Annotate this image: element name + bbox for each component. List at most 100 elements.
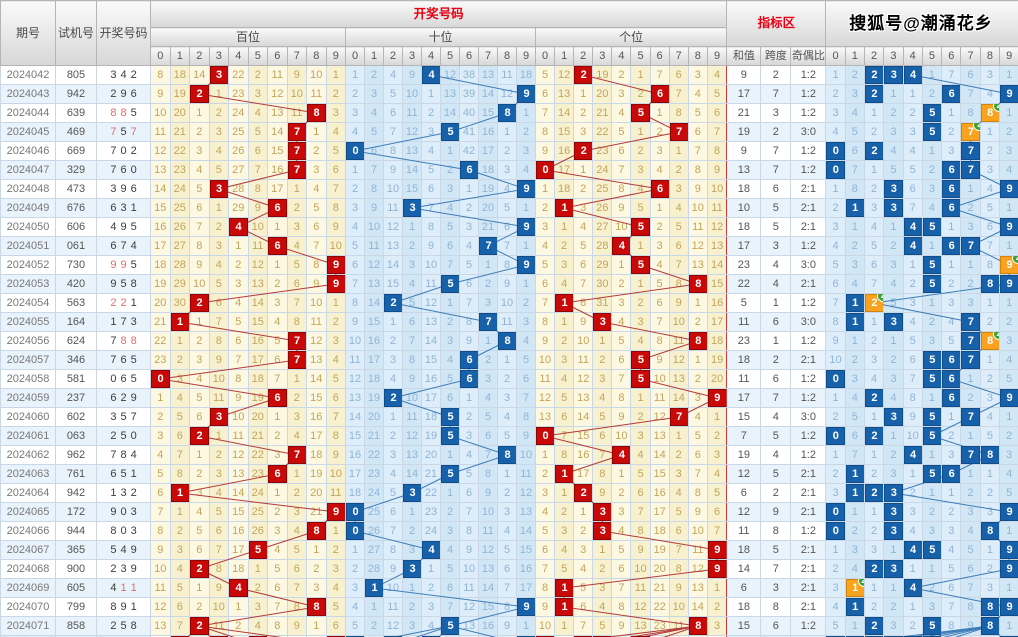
grid-cell: 7: [979, 236, 1001, 256]
grid-cell: 7: [169, 445, 190, 465]
digit-header: 3: [592, 46, 613, 66]
draw-ball: 0: [151, 370, 170, 388]
miss-count: 3: [928, 524, 936, 537]
dup-count-badge: 2: [1012, 256, 1018, 264]
grid-cell: 5: [630, 198, 651, 218]
grid-cell: 1: [630, 122, 651, 142]
grid-cell: 2: [364, 616, 384, 636]
miss-count: 4: [196, 372, 203, 385]
miss-count: 2: [503, 372, 511, 385]
miss-count: 3: [370, 87, 378, 100]
grid-cell: 7: [554, 426, 575, 446]
miss-count: 4: [446, 353, 454, 366]
miss-count: 7: [427, 201, 435, 214]
grid-cell: 2: [440, 312, 460, 332]
grid-cell: 5: [921, 103, 943, 123]
grid-cell: 5: [921, 426, 943, 446]
grid-cell: 8: [497, 103, 517, 123]
miss-count: 1: [351, 68, 359, 81]
miss-count: 10: [367, 220, 381, 233]
grid-cell: 9: [516, 179, 536, 199]
miss-count: 13: [348, 391, 362, 404]
miss-count: 18: [232, 562, 245, 575]
miss-count: 23: [596, 144, 609, 157]
miss-count: 17: [653, 505, 666, 518]
miss-count: 3: [871, 543, 878, 556]
miss-count: 1: [389, 410, 397, 423]
grid-cell: 16: [306, 407, 327, 427]
miss-count: 9: [389, 562, 397, 575]
digit-header: 9: [516, 46, 536, 66]
miss-count: 2: [986, 562, 993, 575]
miss-count: 3: [618, 87, 625, 100]
miss-count: 13: [519, 505, 533, 518]
miss-count: 1: [408, 220, 416, 233]
grid-cell: 2: [999, 426, 1018, 446]
grid-cell: 2: [189, 122, 210, 142]
odd-even-cell: 2:1: [790, 483, 827, 503]
grid-cell: 5: [497, 198, 517, 218]
grid-cell: 12: [573, 369, 594, 389]
miss-count: 4: [176, 562, 183, 575]
grid-cell: 1: [921, 141, 943, 161]
draw-ball: 9: [517, 180, 535, 198]
odd-even-cell: 2:1: [790, 559, 827, 579]
sum-cell: 19: [726, 445, 762, 465]
miss-count: 5: [235, 315, 242, 328]
miss-count: 5: [157, 467, 164, 480]
miss-count: 1: [967, 467, 974, 480]
miss-count: 2: [293, 486, 300, 499]
grid-cell: 3: [208, 464, 229, 484]
grid-cell: 14: [402, 464, 422, 484]
grid-cell: 16: [554, 141, 575, 161]
grid-cell: 23: [150, 350, 171, 370]
grid-cell: 18: [706, 331, 728, 351]
grid-cell: 9: [459, 540, 479, 560]
grid-cell: 3: [421, 122, 441, 142]
miss-count: 4: [427, 144, 435, 157]
grid-cell: 13: [687, 255, 708, 275]
grid-cell: 3: [825, 483, 846, 503]
miss-count: 21: [653, 581, 666, 594]
miss-count: 3: [928, 182, 936, 195]
span-cell: 7: [760, 559, 792, 579]
grid-cell: 9: [825, 331, 846, 351]
grid-cell: 16: [478, 122, 498, 142]
grid-cell: 7: [941, 65, 962, 85]
grid-cell: 1: [844, 502, 865, 522]
digit-header: 9: [706, 46, 728, 66]
header-title-numbers: 开奖号码: [149, 0, 728, 28]
miss-count: 13: [443, 87, 457, 100]
draw-ball: 5: [923, 218, 941, 236]
miss-count: 11: [653, 391, 666, 404]
miss-count: 22: [232, 68, 245, 81]
grid-cell: 2: [440, 160, 460, 180]
grid-cell: 7: [516, 388, 536, 408]
miss-count: 9: [408, 68, 416, 81]
miss-count: 10: [691, 524, 704, 537]
miss-count: 8: [484, 467, 492, 480]
grid-cell: 7: [286, 160, 307, 180]
grid-cell: 5: [150, 464, 171, 484]
grid-cell: 3: [592, 369, 613, 389]
digit-header: 7: [960, 46, 981, 66]
grid-cell: 6: [325, 616, 346, 636]
period-cell: 2024060: [0, 407, 56, 427]
miss-count: 6: [503, 220, 511, 233]
miss-count: 3: [235, 277, 242, 290]
grid-cell: 6: [516, 369, 536, 389]
miss-count: 13: [481, 562, 495, 575]
grid-cell: 15: [706, 274, 728, 294]
grid-cell: 7: [189, 217, 210, 237]
test-number-cell: 900: [55, 559, 97, 579]
grid-cell: 5: [208, 502, 229, 522]
miss-count: 1: [851, 505, 858, 518]
grid-cell: 0: [345, 141, 365, 161]
grid-cell: 1: [554, 198, 575, 218]
grid-cell: 4: [478, 388, 498, 408]
miss-count: 8: [637, 524, 644, 537]
odd-even-cell: 2:1: [790, 198, 827, 218]
grid-cell: 4: [534, 502, 556, 522]
miss-count: 20: [367, 410, 381, 423]
